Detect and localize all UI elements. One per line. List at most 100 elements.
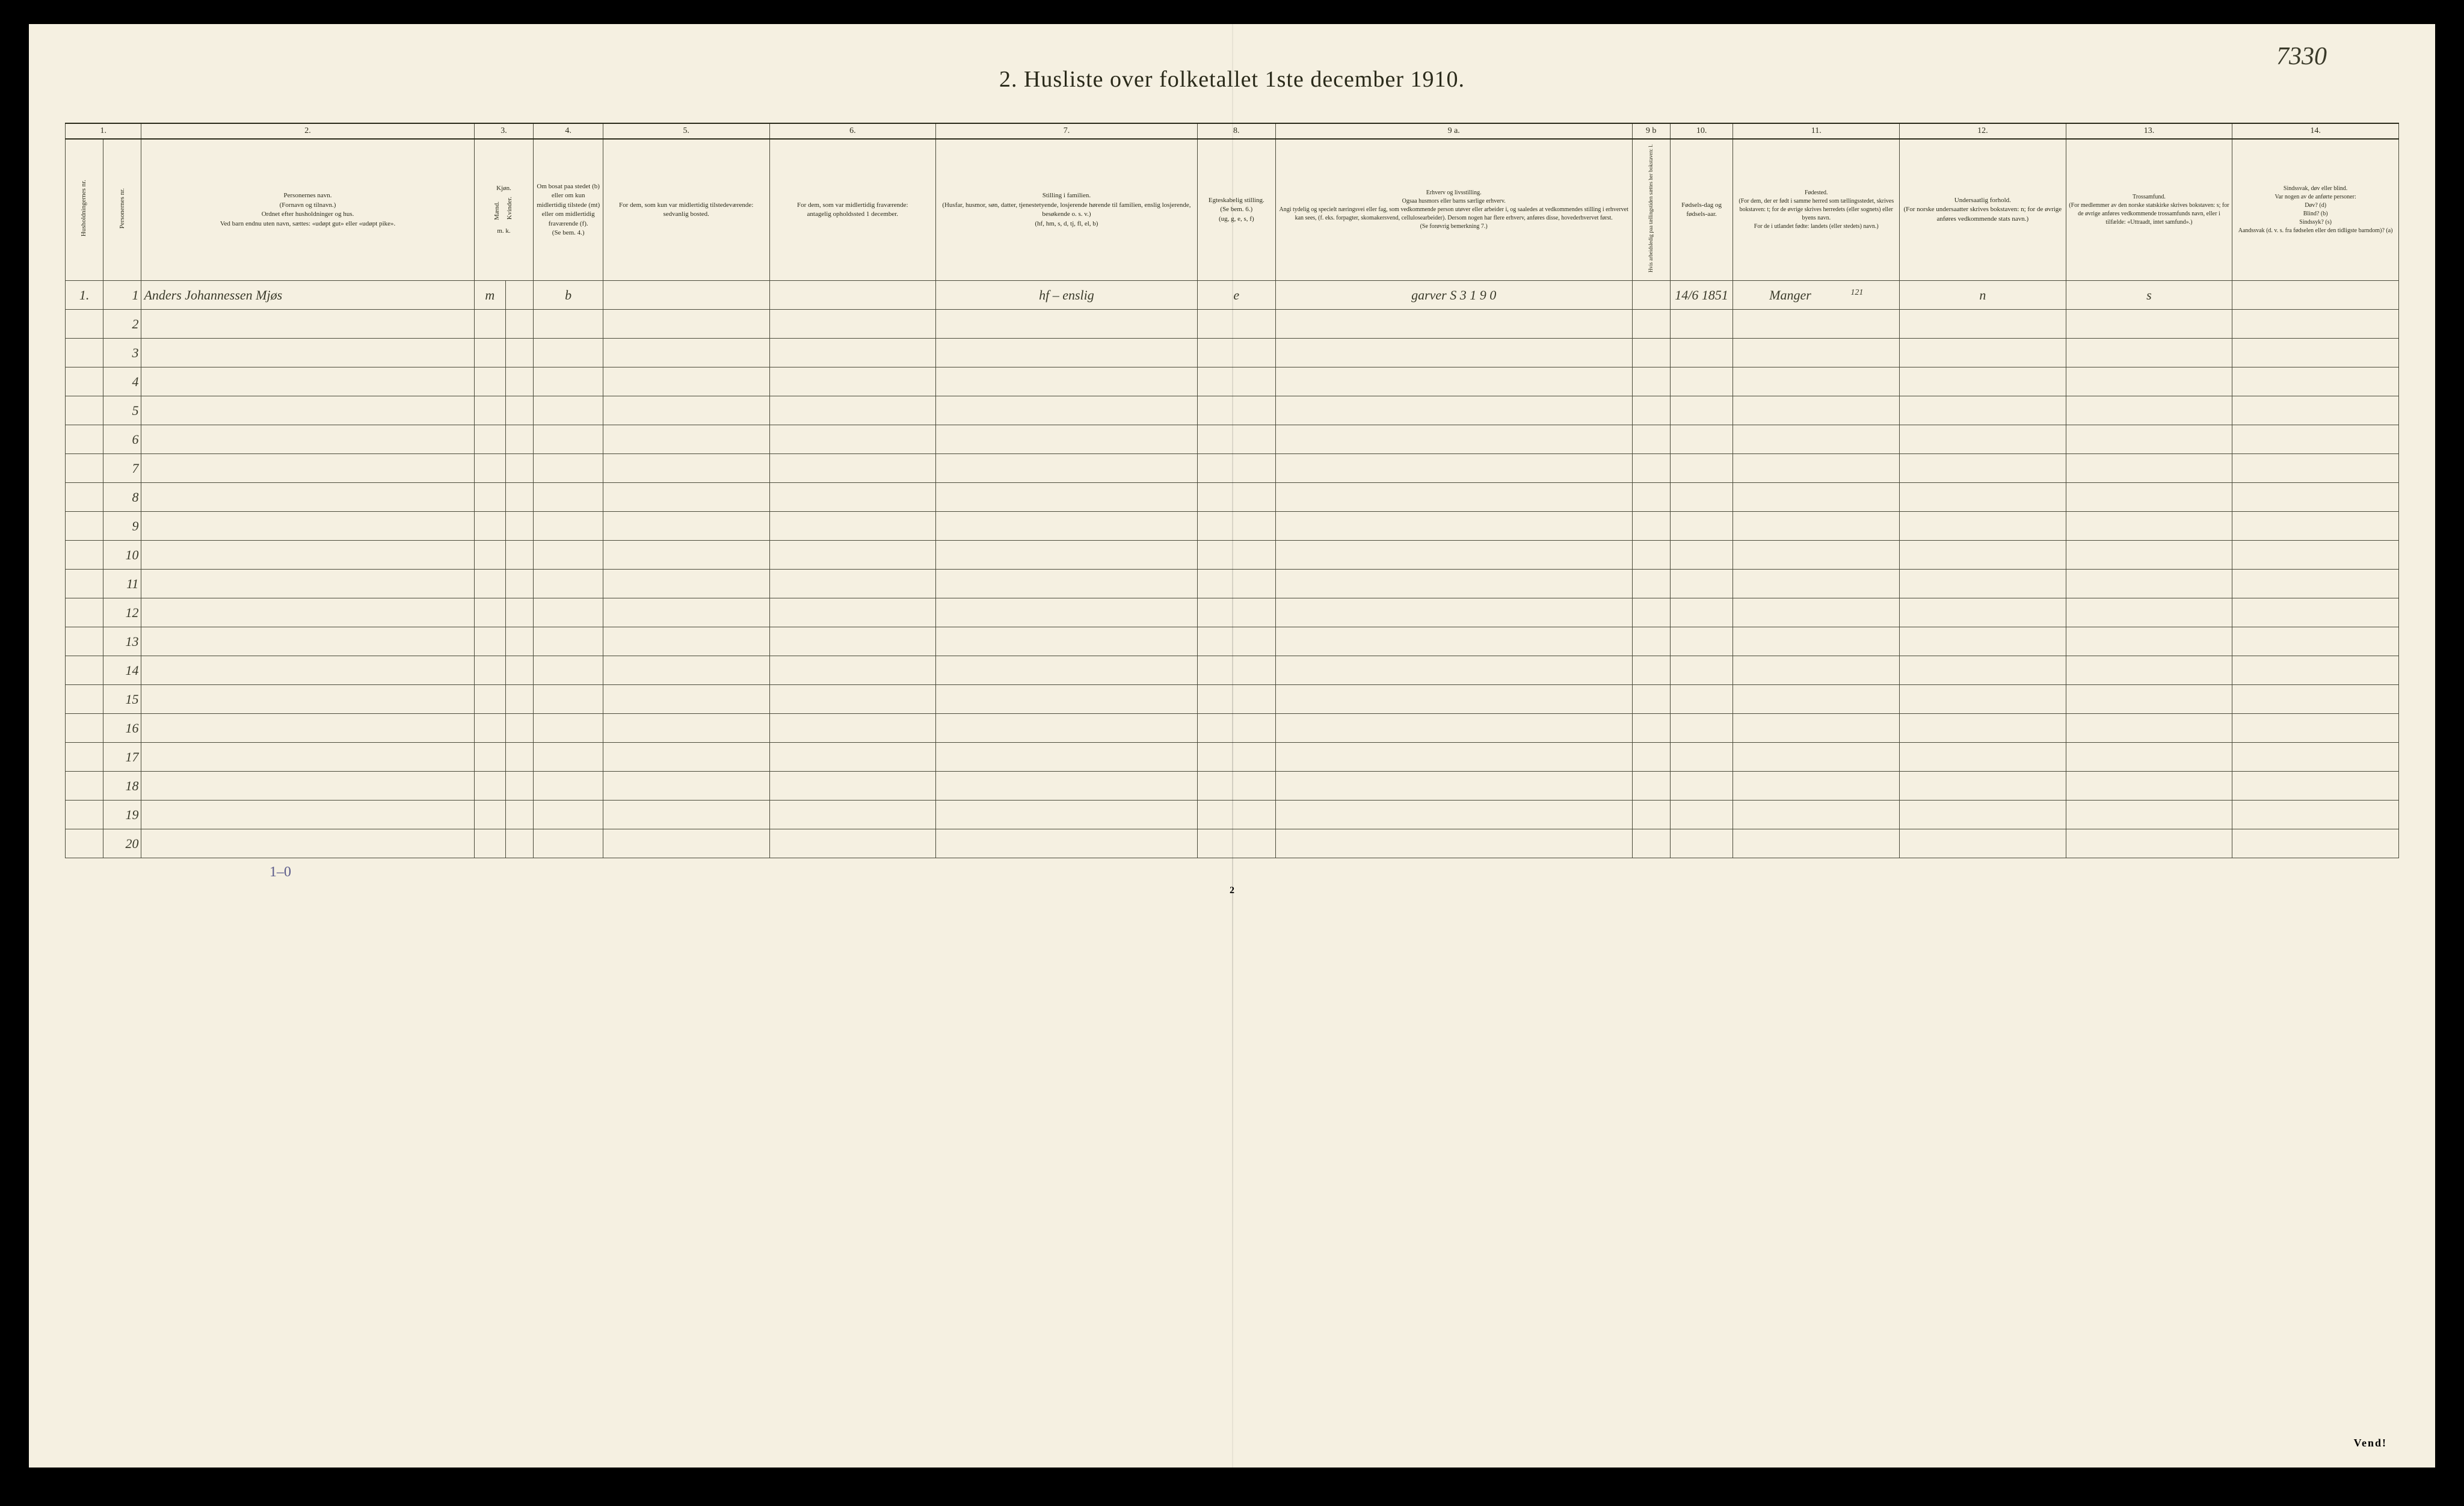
cell-name (141, 483, 474, 512)
cell-household-no (66, 685, 103, 714)
cell-occupation (1275, 685, 1632, 714)
cell-occupation (1275, 772, 1632, 801)
cell-person-no: 17 (103, 743, 141, 772)
handwritten-page-number: 7330 (2276, 42, 2327, 71)
cell-religion (2066, 743, 2232, 772)
cell-sex-k (506, 425, 534, 454)
cell-household-no (66, 829, 103, 858)
cell-disability (2232, 541, 2399, 570)
cell-absent (769, 541, 936, 570)
cell-sex-k (506, 396, 534, 425)
census-page: 7330 2. Husliste over folketallet 1ste d… (29, 24, 2435, 1468)
cell-occupation (1275, 425, 1632, 454)
cell-person-no: 7 (103, 454, 141, 483)
cell-disability (2232, 829, 2399, 858)
cell-disability (2232, 772, 2399, 801)
cell-household-no (66, 801, 103, 829)
cell-nationality (1900, 541, 2066, 570)
cell-usual-residence (603, 396, 769, 425)
cell-disability (2232, 598, 2399, 627)
cell-family-pos (936, 512, 1198, 541)
cell-unemployed (1632, 310, 1670, 339)
cell-marital (1197, 656, 1275, 685)
table-row: 14 (66, 656, 2399, 685)
cell-household-no (66, 454, 103, 483)
cell-disability (2232, 743, 2399, 772)
header-row: Husholdningernes nr. Personernes nr. Per… (66, 139, 2399, 281)
cell-birth (1670, 541, 1733, 570)
cell-name (141, 598, 474, 627)
hdr-sex: Kjøn. Mænd. Kvinder. m. k. (474, 139, 534, 281)
hdr-usual-residence: For dem, som kun var midlertidig tilsted… (603, 139, 769, 281)
cell-absent (769, 454, 936, 483)
table-row: 18 (66, 772, 2399, 801)
cell-unemployed (1632, 425, 1670, 454)
cell-family-pos (936, 656, 1198, 685)
hdr-nationality: Undersaatlig forhold. (For norske unders… (1900, 139, 2066, 281)
cell-birthplace (1733, 367, 1900, 396)
cell-marital (1197, 570, 1275, 598)
cell-occupation (1275, 541, 1632, 570)
table-row: 4 (66, 367, 2399, 396)
table-row: 13 (66, 627, 2399, 656)
colnum-8: 8. (1197, 123, 1275, 139)
cell-birth (1670, 454, 1733, 483)
cell-birthplace (1733, 801, 1900, 829)
cell-religion (2066, 367, 2232, 396)
hdr-unemployed: Hvis arbeidsledig paa tællingstiden sætt… (1632, 139, 1670, 281)
table-row: 7 (66, 454, 2399, 483)
cell-nationality (1900, 367, 2066, 396)
colnum-4: 4. (534, 123, 603, 139)
cell-usual-residence (603, 772, 769, 801)
cell-nationality (1900, 801, 2066, 829)
cell-nationality (1900, 512, 2066, 541)
cell-absent (769, 772, 936, 801)
cell-occupation (1275, 570, 1632, 598)
cell-family-pos (936, 310, 1198, 339)
cell-usual-residence (603, 714, 769, 743)
cell-household-no (66, 714, 103, 743)
cell-marital (1197, 396, 1275, 425)
cell-family-pos (936, 396, 1198, 425)
cell-marital (1197, 627, 1275, 656)
cell-absent (769, 512, 936, 541)
cell-absent (769, 425, 936, 454)
cell-residence (534, 425, 603, 454)
colnum-9b: 9 b (1632, 123, 1670, 139)
cell-family-pos (936, 714, 1198, 743)
cell-religion (2066, 570, 2232, 598)
cell-birth: 14/6 1851 (1670, 281, 1733, 310)
cell-person-no: 13 (103, 627, 141, 656)
cell-household-no (66, 598, 103, 627)
cell-household-no (66, 310, 103, 339)
cell-absent (769, 685, 936, 714)
cell-residence (534, 598, 603, 627)
cell-residence (534, 829, 603, 858)
cell-sex-m: m (474, 281, 505, 310)
cell-sex-k (506, 743, 534, 772)
cell-person-no: 18 (103, 772, 141, 801)
cell-unemployed (1632, 570, 1670, 598)
vend-label: Vend! (2354, 1437, 2387, 1449)
cell-residence (534, 656, 603, 685)
hdr-birthplace: Fødested. (For dem, der er født i samme … (1733, 139, 1900, 281)
cell-usual-residence (603, 743, 769, 772)
cell-person-no: 10 (103, 541, 141, 570)
cell-religion (2066, 772, 2232, 801)
cell-sex-m (474, 685, 505, 714)
table-row: 9 (66, 512, 2399, 541)
cell-unemployed (1632, 743, 1670, 772)
bottom-handwritten-note: 1–0 (270, 864, 2399, 881)
cell-sex-k (506, 367, 534, 396)
cell-disability (2232, 396, 2399, 425)
cell-religion (2066, 627, 2232, 656)
cell-birth (1670, 425, 1733, 454)
cell-sex-m (474, 339, 505, 367)
cell-family-pos (936, 367, 1198, 396)
cell-sex-k (506, 281, 534, 310)
cell-birth (1670, 829, 1733, 858)
cell-occupation (1275, 801, 1632, 829)
cell-birthplace (1733, 541, 1900, 570)
page-title: 2. Husliste over folketallet 1ste decemb… (65, 66, 2399, 93)
cell-usual-residence (603, 829, 769, 858)
